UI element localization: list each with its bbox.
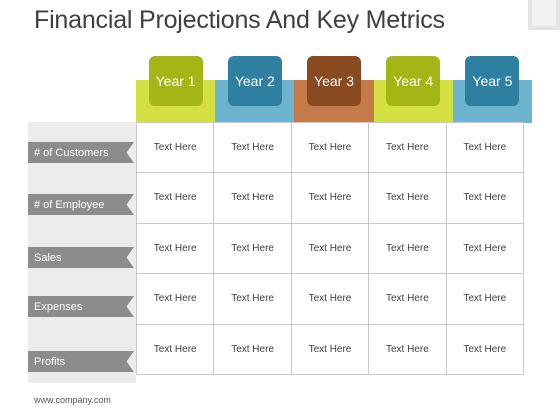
table-cell: Text Here: [135, 222, 215, 275]
year-tab-1: Year 1: [148, 56, 203, 106]
corner-decoration: [528, 0, 560, 30]
table-cell: Text Here: [290, 323, 370, 375]
table-cell: Text Here: [135, 172, 215, 224]
table-cell: Text Here: [368, 222, 447, 275]
table-cell: Text Here: [445, 323, 524, 375]
table-row: Text Here Text Here Text Here Text Here Text…: [135, 222, 524, 275]
table-cell: Text Here: [135, 121, 215, 174]
year-tab-5: Year 5: [465, 56, 520, 106]
footer-url: www.company.com: [34, 395, 111, 405]
row-label: Sales: [28, 247, 134, 268]
table-cell: Text Here: [135, 273, 215, 325]
table-cell: Text Here: [213, 121, 292, 174]
table-cell: Text Here: [445, 121, 524, 174]
table-cell: Text Here: [290, 273, 370, 325]
table-cell: Text Here: [290, 222, 370, 275]
table-row: Text Here Text Here Text Here Text Here Text…: [135, 273, 524, 325]
table-cell: Text Here: [368, 172, 447, 224]
table-cell: Text Here: [213, 273, 292, 325]
metrics-table: Text Here Text Here Text Here Text Here Text…: [135, 121, 524, 375]
year-tab-4: Year 4: [386, 56, 441, 106]
page-title: Financial Projections And Key Metrics: [34, 6, 445, 34]
table-cell: Text Here: [135, 323, 215, 375]
row-label: Profits: [28, 351, 134, 372]
row-label: # of Customers: [28, 142, 134, 163]
year-tab-2: Year 2: [227, 56, 282, 106]
table-cell: Text Here: [213, 172, 292, 224]
table-cell: Text Here: [368, 273, 447, 325]
table-cell: Text Here: [445, 172, 524, 224]
table-cell: Text Here: [213, 222, 292, 275]
table-cell: Text Here: [445, 222, 524, 275]
table-row: Text Here Text Here Text Here Text Here Text…: [135, 172, 524, 224]
year-tab-3: Year 3: [307, 56, 361, 106]
row-label: # of Employee: [28, 194, 134, 215]
table-cell: Text Here: [368, 121, 447, 174]
row-label: Expenses: [28, 296, 134, 317]
table-cell: Text Here: [213, 323, 292, 375]
table-cell: Text Here: [445, 273, 524, 325]
table-cell: Text Here: [368, 323, 447, 375]
table-row: Text Here Text Here Text Here Text Here Text…: [135, 323, 524, 375]
table-cell: Text Here: [290, 172, 370, 224]
table-row: Text Here Text Here Text Here Text Here Text…: [135, 121, 524, 174]
table-cell: Text Here: [290, 121, 370, 174]
